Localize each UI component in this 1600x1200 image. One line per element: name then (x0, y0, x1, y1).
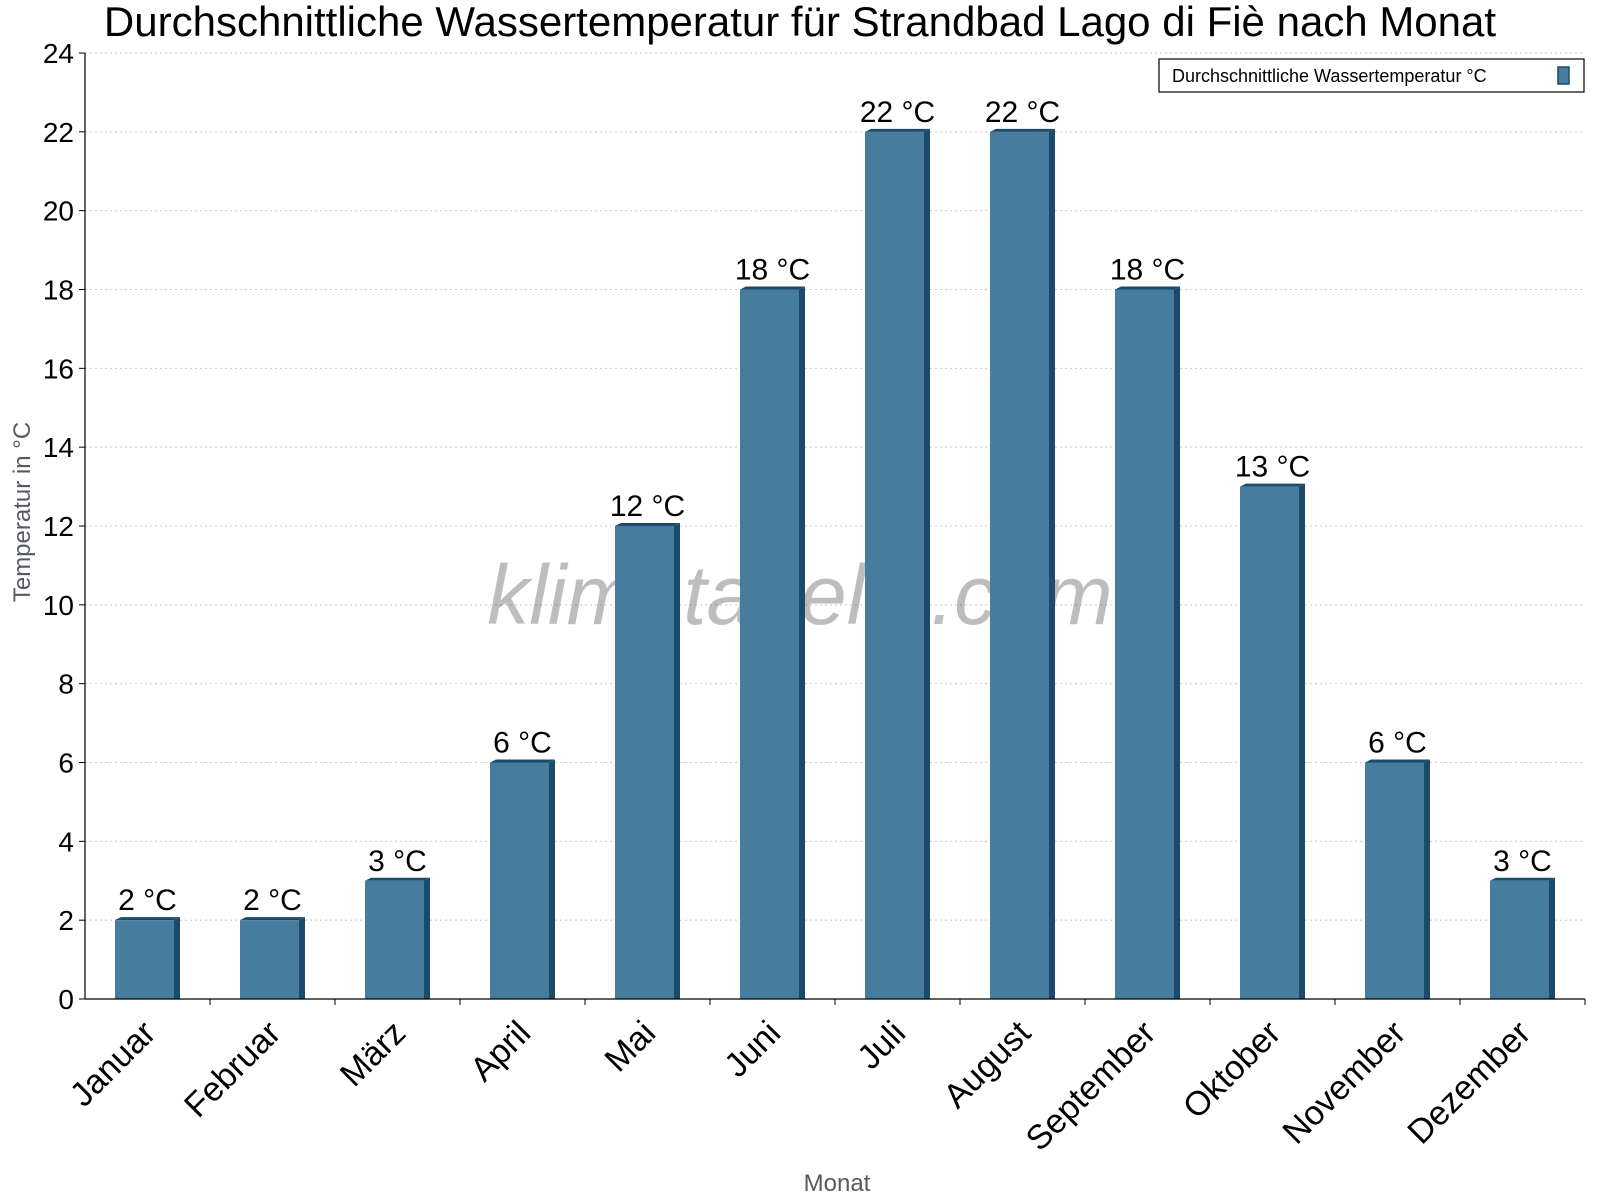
bar-side (299, 917, 305, 999)
bar-april (490, 759, 555, 999)
bar-top (865, 128, 930, 132)
bar-september (1115, 286, 1180, 999)
bar-side (674, 523, 680, 999)
data-label: 3 °C (1493, 845, 1552, 878)
bar-side (174, 917, 180, 999)
y-tick-label: 10 (43, 590, 74, 621)
data-label: 13 °C (1235, 451, 1310, 484)
bar-oktober (1240, 483, 1305, 999)
data-label: 6 °C (1368, 727, 1427, 760)
bar-face (615, 526, 674, 999)
bar-mai (615, 523, 680, 999)
y-tick-label: 0 (58, 984, 74, 1015)
x-tick-label: Juni (717, 1014, 788, 1085)
bar-face (490, 762, 549, 999)
y-axis-label: Temperatur in °C (9, 422, 36, 602)
bar-side (1174, 286, 1180, 999)
x-tick-label: Januar (63, 1014, 163, 1114)
bar-top (1240, 483, 1305, 487)
bar-top (490, 759, 555, 763)
data-label: 18 °C (735, 254, 810, 287)
bar-side (1299, 483, 1305, 999)
grid-lines (85, 52, 1585, 921)
bar-top (240, 917, 305, 921)
y-tick-label: 18 (43, 275, 74, 306)
data-label: 3 °C (368, 845, 427, 878)
bar-top (1490, 877, 1555, 881)
data-label: 18 °C (1110, 254, 1185, 287)
bar-top (990, 128, 1055, 132)
bar-side (1549, 877, 1555, 999)
bar-top (1365, 759, 1430, 763)
y-tick-label: 20 (43, 196, 74, 227)
bar-side (799, 286, 805, 999)
data-label: 6 °C (493, 727, 552, 760)
y-tick-label: 4 (58, 826, 74, 857)
x-tick-label: Mai (598, 1014, 664, 1080)
bar-face (240, 920, 299, 999)
bar-top (1115, 286, 1180, 290)
bar-dezember (1490, 877, 1555, 999)
bar-november (1365, 759, 1430, 999)
x-tick-label: März (333, 1014, 413, 1094)
y-tick-label: 6 (58, 748, 74, 779)
bar-top (740, 286, 805, 290)
legend-box (1158, 58, 1585, 93)
bar-side (549, 759, 555, 999)
bar-side (924, 128, 930, 1000)
legend: Durchschnittliche Wassertemperatur °C (1158, 58, 1585, 93)
x-tick-label: September (1019, 1014, 1163, 1158)
y-tick-label: 12 (43, 511, 74, 542)
bar-face (115, 920, 174, 999)
y-tick-label: 8 (58, 669, 74, 700)
y-tick-label: 24 (43, 38, 74, 69)
bar-august (990, 128, 1055, 1000)
bar-februar (240, 917, 305, 999)
bar-side (1424, 759, 1430, 999)
data-label: 22 °C (860, 96, 935, 129)
x-ticks: Januar Februar März April Mai Juni Juli AugustS… (63, 999, 1586, 1158)
bar-top (615, 523, 680, 526)
y-tick-label: 16 (43, 353, 74, 384)
chart-title: Durchschnittliche Wassertemperatur für S… (104, 0, 1496, 45)
bar-märz (365, 877, 430, 999)
y-tick-label: 14 (43, 432, 74, 463)
bar-face (365, 880, 424, 999)
x-tick-label: Dezember (1400, 1014, 1538, 1152)
x-tick-label: Februar (177, 1014, 288, 1125)
bar-side (1049, 128, 1055, 1000)
bar-side (424, 877, 430, 999)
bar-face (740, 289, 799, 999)
y-tick-label: 22 (43, 117, 74, 148)
bar-januar (115, 917, 180, 999)
bar-face (1115, 289, 1174, 999)
data-labels: 2 °C 2 °C 3 °C 6 °C 12 °C 18 °C 22 °C 22 °C 18 °… (118, 96, 1552, 917)
bar-face (1365, 762, 1424, 999)
bar-top (115, 917, 180, 921)
bar-face (990, 131, 1049, 1000)
data-label: 12 °C (610, 490, 685, 523)
legend-entry-label: Durchschnittliche Wassertemperatur °C (1172, 66, 1487, 86)
x-tick-label: Juli (850, 1014, 913, 1077)
bar-face (865, 131, 924, 1000)
x-tick-label: April (463, 1014, 538, 1089)
bar-juni (740, 286, 805, 999)
x-axis-label: Monat (804, 1170, 871, 1197)
bars (115, 128, 1555, 1000)
data-label: 22 °C (985, 96, 1060, 129)
data-label: 2 °C (118, 884, 177, 917)
bar-face (1240, 486, 1299, 999)
x-tick-label: August (936, 1013, 1038, 1115)
bar-top (365, 877, 430, 881)
x-tick-label: November (1275, 1014, 1413, 1152)
data-label: 2 °C (243, 884, 302, 917)
bar-juli (865, 128, 930, 1000)
legend-swatch (1557, 66, 1570, 85)
x-tick-label: Oktober (1176, 1014, 1288, 1126)
y-tick-label: 2 (58, 905, 74, 936)
bar-face (1490, 880, 1549, 999)
